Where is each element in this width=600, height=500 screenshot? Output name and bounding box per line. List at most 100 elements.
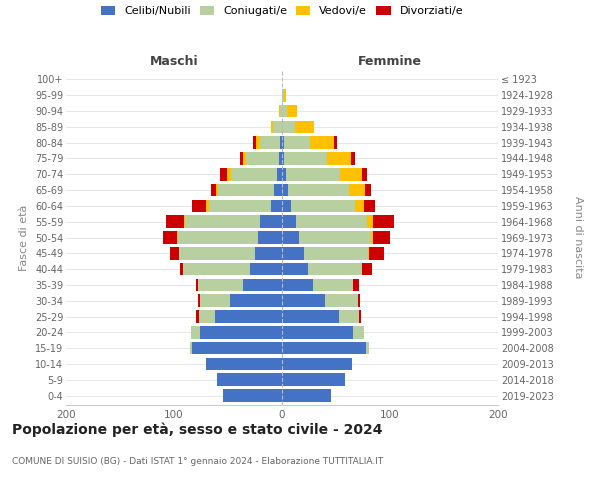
Text: COMUNE DI SUISIO (BG) - Dati ISTAT 1° gennaio 2024 - Elaborazione TUTTITALIA.IT: COMUNE DI SUISIO (BG) - Dati ISTAT 1° ge… [12,458,383,466]
Bar [349,184,365,196]
Bar [280,136,282,149]
Bar [247,152,279,165]
Bar [282,326,353,338]
Bar [206,358,282,370]
Bar [184,216,185,228]
Bar [177,231,178,244]
Bar [185,216,260,228]
Bar [193,200,206,212]
Bar [274,184,282,196]
Bar [260,216,282,228]
Bar [255,247,282,260]
Text: Maschi: Maschi [149,54,199,68]
Bar [199,310,215,323]
Bar [230,294,282,307]
Bar [340,168,362,180]
Bar [274,120,282,133]
Bar [282,342,366,354]
Bar [334,136,337,149]
Bar [206,200,209,212]
Bar [282,200,290,212]
Bar [181,263,182,276]
Bar [313,278,353,291]
Bar [282,136,284,149]
Bar [271,200,282,212]
Bar [304,247,368,260]
Bar [243,278,282,291]
Bar [351,152,355,165]
Bar [284,136,310,149]
Bar [240,152,243,165]
Bar [243,152,247,165]
Bar [279,105,280,118]
Bar [328,152,351,165]
Bar [359,310,361,323]
Bar [282,247,304,260]
Bar [231,168,277,180]
Bar [223,389,282,402]
Bar [296,216,367,228]
Bar [211,184,216,196]
Bar [358,294,360,307]
Bar [215,310,282,323]
Bar [178,231,258,244]
Bar [355,200,364,212]
Bar [282,310,339,323]
Bar [353,278,359,291]
Bar [282,168,286,180]
Bar [362,263,371,276]
Bar [284,152,328,165]
Bar [282,278,313,291]
Bar [282,358,352,370]
Bar [260,136,280,149]
Bar [282,389,331,402]
Bar [368,247,370,260]
Bar [196,278,198,291]
Bar [339,310,359,323]
Bar [217,374,282,386]
Bar [253,136,256,149]
Bar [218,184,274,196]
Bar [258,231,282,244]
Bar [299,231,371,244]
Bar [282,231,299,244]
Bar [325,294,358,307]
Bar [227,168,231,180]
Bar [216,184,218,196]
Bar [364,200,375,212]
Bar [282,374,344,386]
Bar [310,136,334,149]
Bar [279,152,282,165]
Bar [370,247,383,260]
Bar [295,120,314,133]
Bar [277,168,282,180]
Bar [282,216,296,228]
Legend: Celibi/Nubili, Coniugati/e, Vedovi/e, Divorziati/e: Celibi/Nubili, Coniugati/e, Vedovi/e, Di… [101,6,463,16]
Bar [366,342,370,354]
Bar [200,326,282,338]
Bar [196,310,199,323]
Bar [190,342,193,354]
Bar [367,216,373,228]
Bar [179,247,255,260]
Text: Popolazione per età, sesso e stato civile - 2024: Popolazione per età, sesso e stato civil… [12,422,383,437]
Bar [287,105,297,118]
Bar [198,294,200,307]
Bar [353,326,364,338]
Bar [308,263,362,276]
Bar [282,105,287,118]
Bar [170,247,179,260]
Bar [373,216,394,228]
Bar [362,168,367,180]
Bar [280,105,282,118]
Bar [220,168,227,180]
Bar [163,231,177,244]
Bar [286,168,340,180]
Bar [193,342,282,354]
Bar [282,152,284,165]
Bar [198,278,243,291]
Bar [282,263,308,276]
Bar [365,184,371,196]
Bar [282,184,289,196]
Y-axis label: Fasce di età: Fasce di età [19,204,29,270]
